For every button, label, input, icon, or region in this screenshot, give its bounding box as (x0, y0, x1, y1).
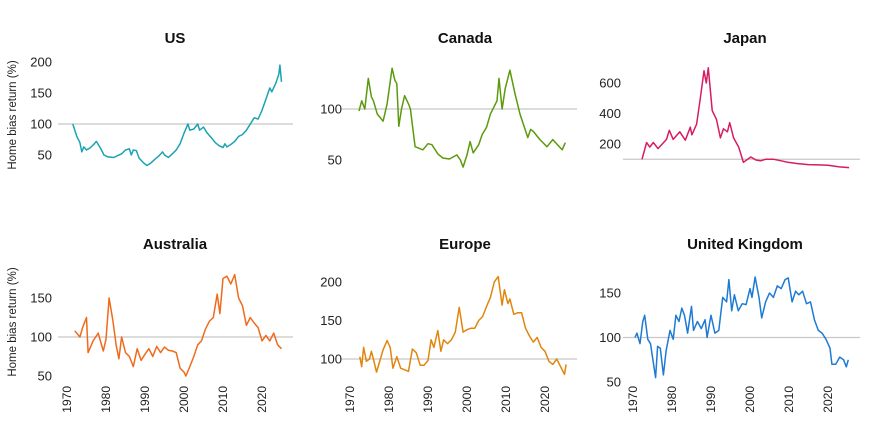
x-tick-label-australia: 2010 (216, 386, 230, 413)
x-tick-label-united-kingdom: 2000 (743, 386, 757, 413)
x-tick-label-united-kingdom: 2020 (821, 386, 835, 413)
x-tick-label-europe: 1980 (382, 386, 396, 413)
y-tick-label-australia: 50 (38, 369, 52, 384)
series-line-australia (74, 273, 283, 377)
series-line-japan (641, 67, 850, 169)
panel-title-japan: Japan (723, 30, 766, 47)
y-tick-label-united-kingdom: 100 (599, 330, 621, 345)
x-tick-label-australia: 1970 (60, 386, 74, 413)
y-tick-label-us: 100 (30, 117, 52, 132)
x-tick-label-europe: 2000 (460, 386, 474, 413)
y-tick-label-europe: 150 (320, 313, 342, 328)
y-axis-label-bottom: Home bias return (%) (7, 267, 19, 376)
y-tick-label-australia: 150 (30, 291, 52, 306)
panel-title-canada: Canada (438, 30, 493, 47)
y-tick-label-australia: 100 (30, 330, 52, 345)
series-line-us (72, 64, 283, 167)
y-tick-label-canada: 50 (328, 153, 342, 168)
y-tick-label-japan: 600 (599, 76, 621, 91)
y-tick-label-united-kingdom: 50 (607, 375, 621, 390)
y-axis-label-top: Home bias return (%) (7, 60, 19, 169)
x-tick-label-europe: 1990 (421, 386, 435, 413)
y-tick-label-us: 200 (30, 55, 52, 70)
x-tick-label-united-kingdom: 2010 (782, 386, 796, 413)
panel-title-us: US (165, 30, 186, 47)
panel-title-united-kingdom: United Kingdom (687, 236, 803, 253)
x-tick-label-australia: 2020 (255, 386, 269, 413)
series-line-united-kingdom (634, 276, 850, 379)
x-tick-label-australia: 2000 (177, 386, 191, 413)
y-tick-label-us: 50 (38, 148, 52, 163)
y-tick-label-united-kingdom: 150 (599, 286, 621, 301)
x-tick-label-europe: 2020 (538, 386, 552, 413)
x-tick-label-europe: 1970 (343, 386, 357, 413)
y-tick-label-europe: 100 (320, 352, 342, 367)
y-tick-label-us: 150 (30, 86, 52, 101)
y-tick-label-japan: 400 (599, 106, 621, 121)
y-tick-label-canada: 100 (320, 102, 342, 117)
panel-title-europe: Europe (439, 236, 491, 253)
x-tick-label-australia: 1990 (138, 386, 152, 413)
x-tick-label-united-kingdom: 1980 (665, 386, 679, 413)
y-tick-label-europe: 200 (320, 275, 342, 290)
y-tick-label-japan: 200 (599, 137, 621, 152)
x-tick-label-united-kingdom: 1990 (704, 386, 718, 413)
series-line-canada (358, 67, 566, 168)
x-tick-label-europe: 2010 (499, 386, 513, 413)
x-tick-label-united-kingdom: 1970 (626, 386, 640, 413)
x-tick-label-australia: 1980 (99, 386, 113, 413)
panel-title-australia: Australia (143, 236, 208, 253)
series-line-europe (359, 275, 567, 376)
